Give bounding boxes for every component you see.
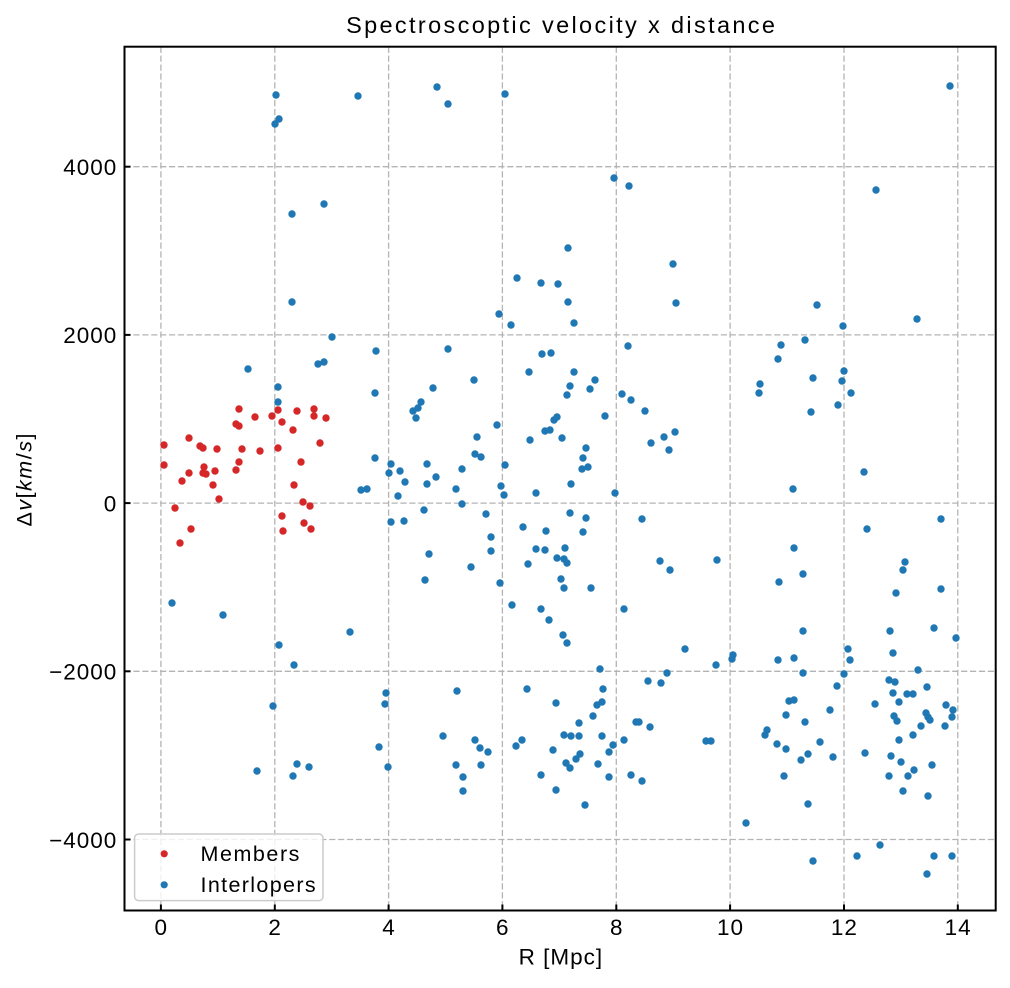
svg-text:−2000: −2000 [49,660,117,685]
svg-text:Spectroscoptic velocity x dist: Spectroscoptic velocity x distance [346,12,777,38]
svg-text:2000: 2000 [63,323,117,348]
svg-text:6: 6 [496,915,510,940]
svg-text:4000: 4000 [63,155,117,180]
svg-text:4: 4 [382,915,396,940]
svg-text:0: 0 [104,491,118,516]
svg-text:10: 10 [717,915,744,940]
svg-text:8: 8 [610,915,624,940]
svg-text:12: 12 [831,915,858,940]
svg-text:Interlopers: Interlopers [201,873,317,897]
svg-text:Members: Members [201,842,301,866]
svg-text:2: 2 [268,915,282,940]
svg-text:R [Mpc]: R [Mpc] [519,945,604,970]
svg-text:14: 14 [945,915,972,940]
svg-text:−4000: −4000 [49,828,117,853]
svg-text:0: 0 [155,915,169,940]
svg-text:Δv[km/s]: Δv[km/s] [13,432,37,527]
